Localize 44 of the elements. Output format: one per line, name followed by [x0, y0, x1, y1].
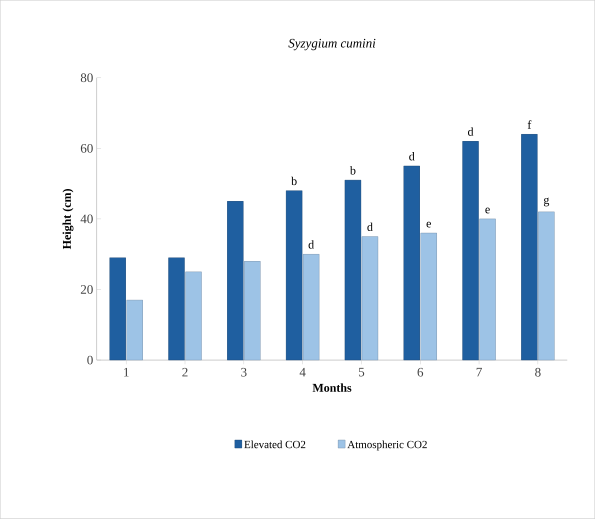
x-tick-label: 1	[124, 368, 129, 376]
legend-label: Atmospheric CO2	[347, 440, 427, 450]
bar	[344, 180, 362, 360]
bar	[286, 190, 302, 360]
bar	[185, 272, 202, 360]
annotation: b	[291, 176, 297, 186]
bar	[538, 212, 555, 360]
y-tick-label: 40	[80, 214, 93, 224]
annotation: f	[528, 120, 532, 129]
annotation: d	[468, 127, 474, 136]
y-tick-label: 0	[87, 356, 93, 364]
annotation: d	[308, 240, 314, 249]
x-axis-title: Months	[312, 383, 352, 392]
bar	[479, 218, 496, 360]
bar	[244, 261, 261, 360]
bar	[420, 232, 437, 360]
bar	[362, 236, 378, 360]
x-tick-label: 2	[182, 368, 188, 376]
x-tick-label: 5	[358, 368, 364, 376]
annotation: b	[350, 166, 356, 175]
annotation: e	[426, 222, 431, 228]
chart-title: Syzygium cumini	[288, 38, 376, 50]
legend-label: Elevated CO2	[244, 440, 306, 448]
bar	[109, 258, 126, 360]
annotation: d	[409, 152, 415, 160]
bar	[462, 141, 479, 360]
x-tick-label: 6	[418, 368, 424, 377]
x-tick-label: 4	[300, 368, 306, 376]
x-tick-label: 7	[476, 368, 482, 376]
annotation: e	[485, 208, 490, 214]
y-tick-label: 80	[80, 73, 93, 82]
x-tick-label: 3	[241, 368, 247, 377]
y-tick-label: 20	[80, 285, 93, 294]
bar	[168, 258, 185, 360]
bar	[227, 201, 244, 360]
annotation: g	[544, 198, 550, 206]
annotation: d	[367, 222, 373, 232]
bar	[302, 254, 320, 360]
bar	[521, 134, 538, 360]
y-tick-label: 60	[80, 144, 93, 153]
bar	[126, 300, 143, 360]
y-axis-title: Height (cm)	[62, 189, 74, 250]
bar	[404, 166, 420, 360]
x-tick-label: 8	[535, 368, 541, 377]
